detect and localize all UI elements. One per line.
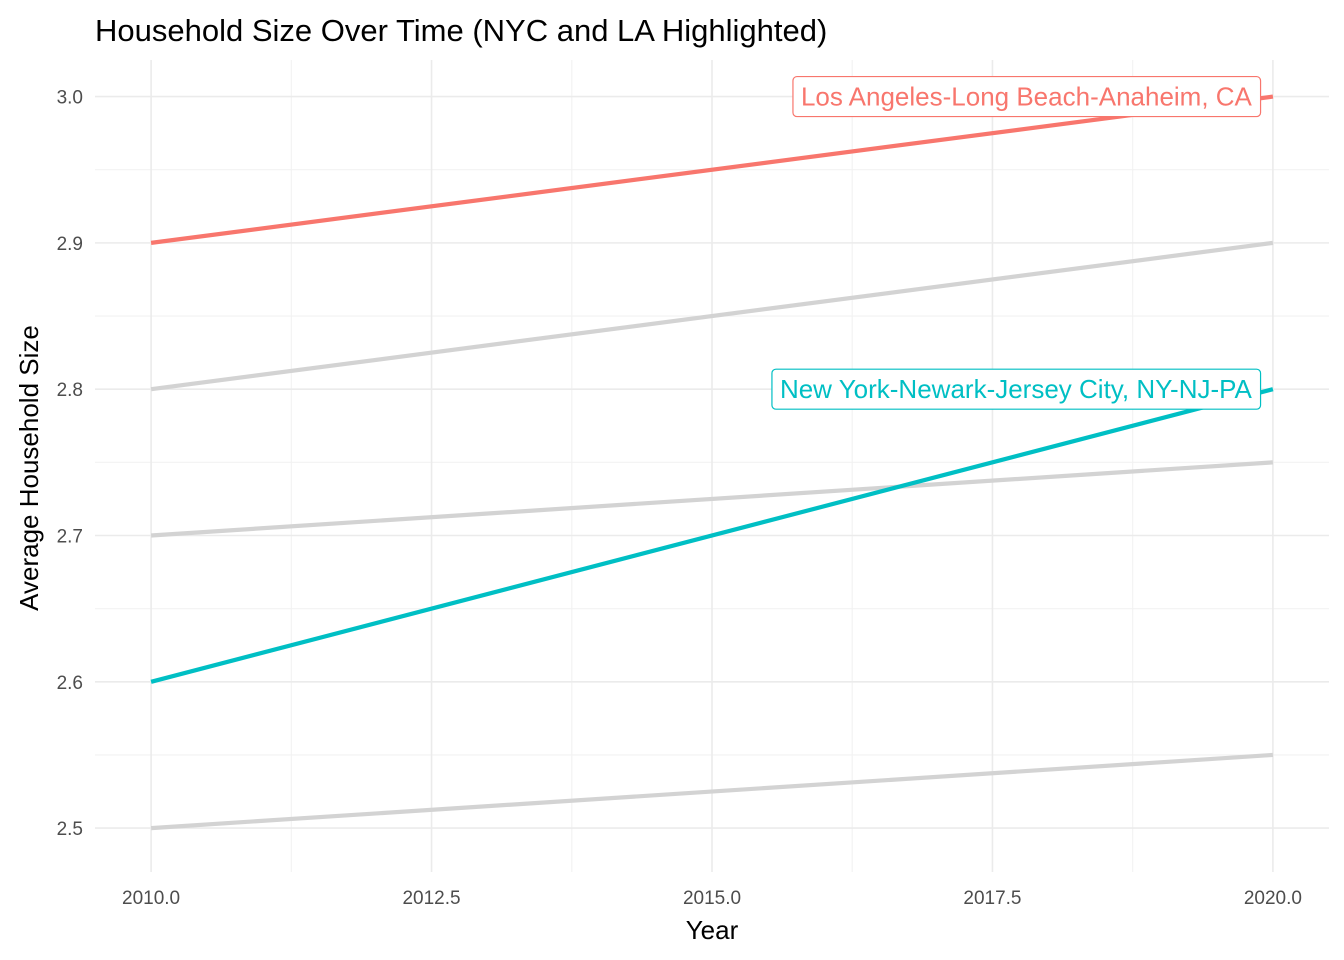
background-series-line	[150, 460, 1274, 538]
y-tick-labels: 2.5 2.6 2.7 2.8 2.9 3.0	[57, 88, 83, 841]
x-tick-label: 2012.5	[402, 888, 460, 909]
y-tick-label: 2.8	[57, 380, 83, 401]
x-tick-label: 2010.0	[122, 888, 180, 909]
series-label: New York-Newark-Jersey City, NY-NJ-PA	[771, 368, 1262, 410]
y-tick-label: 2.5	[57, 819, 83, 840]
x-tick-label: 2015.0	[683, 888, 741, 909]
y-tick-label: 2.6	[57, 673, 83, 694]
x-tick-labels: 2010.0 2012.5 2015.0 2017.5 2020.0	[122, 888, 1302, 909]
highlighted-series-line	[150, 94, 1274, 245]
series-label-text: New York-Newark-Jersey City, NY-NJ-PA	[780, 374, 1253, 404]
highlighted-series-line	[150, 387, 1274, 684]
series-label: Los Angeles-Long Beach-Anaheim, CA	[792, 75, 1262, 118]
x-tick-label: 2017.5	[963, 888, 1021, 909]
series-label-box	[771, 368, 1262, 410]
x-tick-label: 2020.0	[1244, 888, 1302, 909]
series-label-text: Los Angeles-Long Beach-Anaheim, CA	[801, 82, 1253, 112]
y-tick-label: 2.7	[57, 526, 83, 547]
y-axis-title: Average Household Size	[14, 325, 44, 611]
chart-title: Household Size Over Time (NYC and LA Hig…	[95, 13, 827, 48]
series-labels: Los Angeles-Long Beach-Anaheim, CA New Yo…	[771, 75, 1262, 410]
series-label-box	[792, 75, 1262, 118]
major-gridlines	[95, 60, 1329, 872]
background-series-line	[150, 752, 1274, 831]
series-lines	[150, 94, 1274, 831]
background-series-line	[150, 240, 1274, 392]
y-tick-label: 2.9	[57, 234, 83, 255]
y-tick-label: 3.0	[57, 88, 83, 109]
x-axis-title: Year	[686, 915, 739, 945]
